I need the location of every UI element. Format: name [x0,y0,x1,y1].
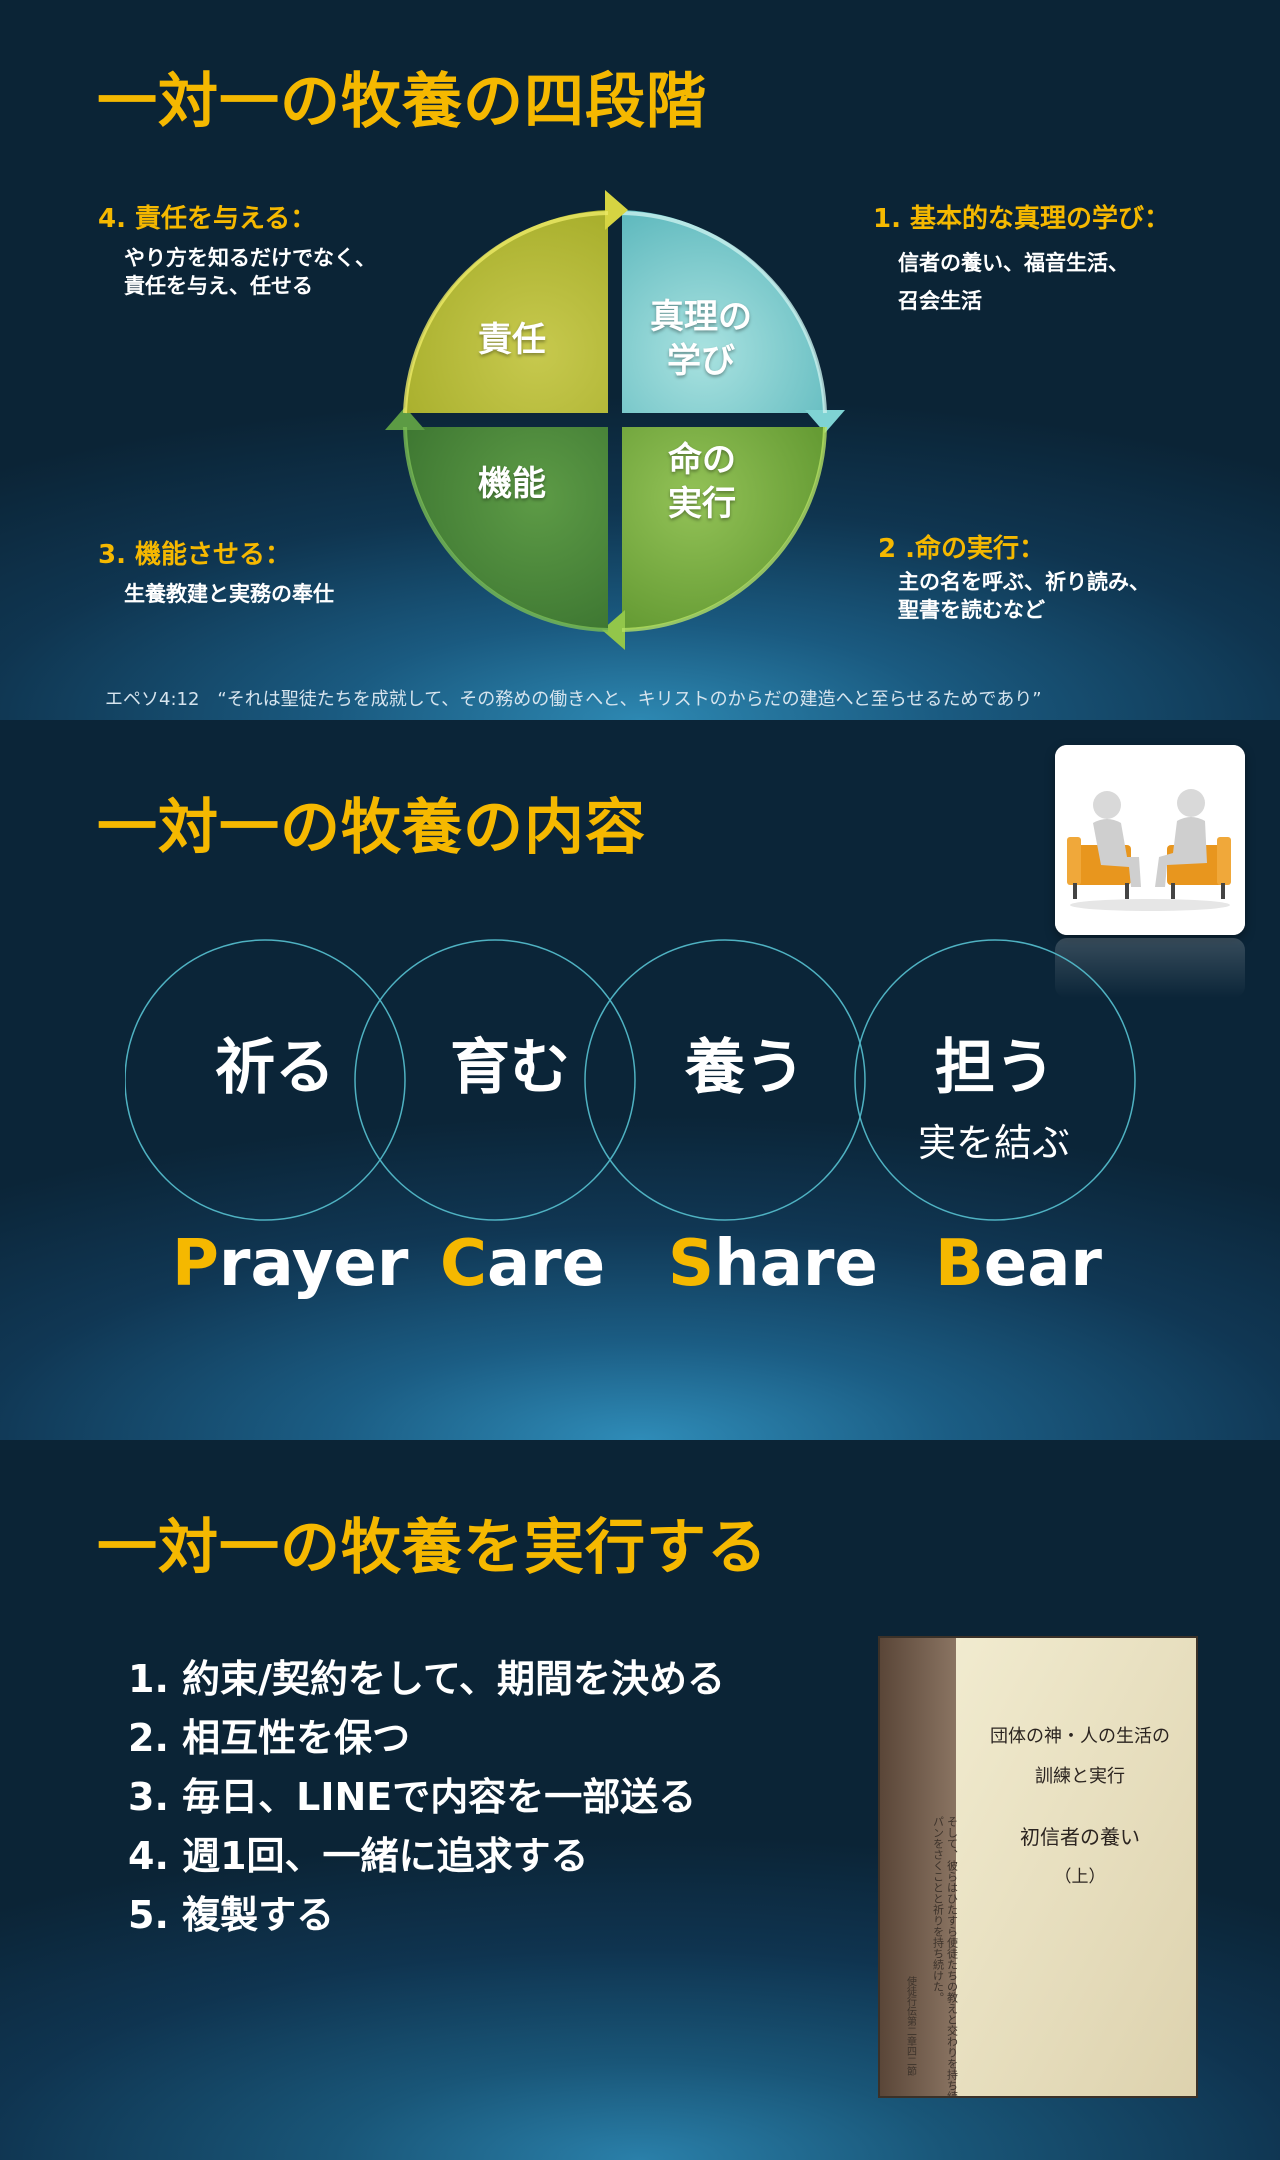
book-cover-image: 団体の神・人の生活の 訓練と実行 初信者の養い （上） そして、彼らはひたすら使… [878,1636,1198,2098]
segment-life-label: 命の 実行 [668,438,736,526]
quadrant-3-heading: 3. 機能させる： [98,540,292,570]
book-title-line2: 訓練と実行 [1035,1766,1125,1787]
quadrant-4-description: やり方を知るだけでなく、 責任を与え、任せる [124,244,376,300]
quadrant-1-line: 召会生活 [898,289,982,313]
book-cover [956,1638,1196,2096]
english-initial: B [935,1227,984,1301]
slide-title: 一対一の牧養の四段階 [97,67,707,137]
english-word-prayer: Prayer [172,1232,408,1296]
step-item: 3. 毎日、LINEで内容を一部送る [128,1775,697,1819]
english-word-share: Share [668,1232,878,1296]
arrow-truth [805,410,845,433]
book-volume: （上） [1055,1867,1106,1887]
circle-feed-label: 養う [685,1033,805,1103]
arrow-life [602,610,625,650]
quadrant-1-heading: 1. 基本的な真理の学び： [873,204,1171,234]
quadrant-2-line: 主の名を呼ぶ、祈り読み、 [898,570,1150,594]
quadrant-1-line: 信者の養い、福音生活、 [898,251,1129,275]
segment-label-line: 機能 [478,464,546,504]
english-rest: hare [714,1227,878,1301]
segment-truth [622,210,825,413]
quadrant-2-description: 主の名を呼ぶ、祈り読み、 聖書を読むなど [898,568,1150,624]
segment-responsibility [405,210,608,413]
circle-bear [854,939,1136,1221]
segment-label-line: 学び [667,341,735,381]
step-item: 5. 複製する [128,1893,335,1937]
quadrant-3-description: 生養教建と実務の奉仕 [124,580,334,608]
cycle-diagram [385,190,845,650]
book-quote-col1: そして、彼らはひたすら使徒たちの教えと交わりを持ち続け、 [946,1816,959,2098]
circle-pray-label: 祈る [215,1033,335,1103]
arrow-responsibility [605,190,628,230]
circle-bear-label: 担う [935,1033,1055,1103]
circle-bear-sublabel: 実を結ぶ [918,1121,1071,1165]
english-word-bear: Bear [935,1232,1102,1296]
quadrant-2-heading: 2 .命の実行： [878,534,1046,564]
english-rest: ear [983,1227,1102,1301]
counseling-photo [1055,745,1245,935]
book-quote-col2: パンをさくことと祈りを持ち続けた。 [932,1816,945,2003]
circle-nurture [354,939,636,1221]
quadrant-3-line: 生養教建と実務の奉仕 [124,582,334,606]
circle-feed [584,939,866,1221]
english-initial: C [440,1227,487,1301]
segment-truth-label: 真理の 学び [650,295,752,383]
segment-label-line: 実行 [668,484,736,524]
book-title-line1: 団体の神・人の生活の [990,1726,1170,1747]
segment-life [622,427,825,630]
quadrant-4-line: やり方を知るだけでなく、 [124,246,376,270]
book-subtitle: 初信者の養い [1020,1825,1140,1849]
segment-function-label: 機能 [478,462,546,506]
step-item: 1. 約束/契約をして、期間を決める [128,1657,725,1701]
english-initial: P [172,1227,219,1301]
slide-title: 一対一の牧養を実行する [97,1513,768,1583]
quadrant-2-line: 聖書を読むなど [898,598,1045,622]
book-quote-reference: 使徒行伝第二章四二節 [905,1975,917,2077]
segment-function [405,427,608,630]
segment-responsibility-label: 責任 [478,318,546,362]
practice-steps: 1. 約束/契約をして、期間を決める 2. 相互性を保つ 3. 毎日、LINEで… [128,1650,725,1945]
segment-label-line: 責任 [478,320,546,360]
quadrant-4-line: 責任を与え、任せる [124,274,313,298]
book-spine [880,1638,956,2096]
bible-verse: エペソ4:12 “それは聖徒たちを成就して、その務めの働きへと、キリストのからだ… [105,689,1042,710]
quadrant-1-description: 信者の養い、福音生活、 召会生活 [898,244,1129,320]
photo-reflection [1055,938,1245,998]
english-rest: are [486,1227,606,1301]
slide-four-stages: 一対一の牧養の四段階 4. 責任を与える： やり方を知るだけでなく、 責任を与え… [0,0,1280,720]
slide-content: 一対一の牧養の内容 祈る 育む 養う [0,720,1280,1440]
segment-label-line: 命の [668,440,736,480]
step-item: 4. 週1回、一緒に追求する [128,1834,589,1878]
circle-nurture-label: 育む [450,1033,570,1103]
two-people-sitting-icon [1055,745,1245,935]
english-rest: rayer [218,1227,409,1301]
arrow-function [385,407,425,430]
step-item: 2. 相互性を保つ [128,1716,411,1760]
segment-label-line: 真理の [650,297,752,337]
venn-circles [125,939,1136,1221]
english-word-care: Care [440,1232,605,1296]
circle-pray [125,939,406,1221]
slide-practice: 一対一の牧養を実行する 1. 約束/契約をして、期間を決める 2. 相互性を保つ… [0,1440,1280,2160]
english-initial: S [668,1227,715,1301]
quadrant-4-heading: 4. 責任を与える： [98,204,317,234]
slide-title: 一対一の牧養の内容 [97,793,646,863]
